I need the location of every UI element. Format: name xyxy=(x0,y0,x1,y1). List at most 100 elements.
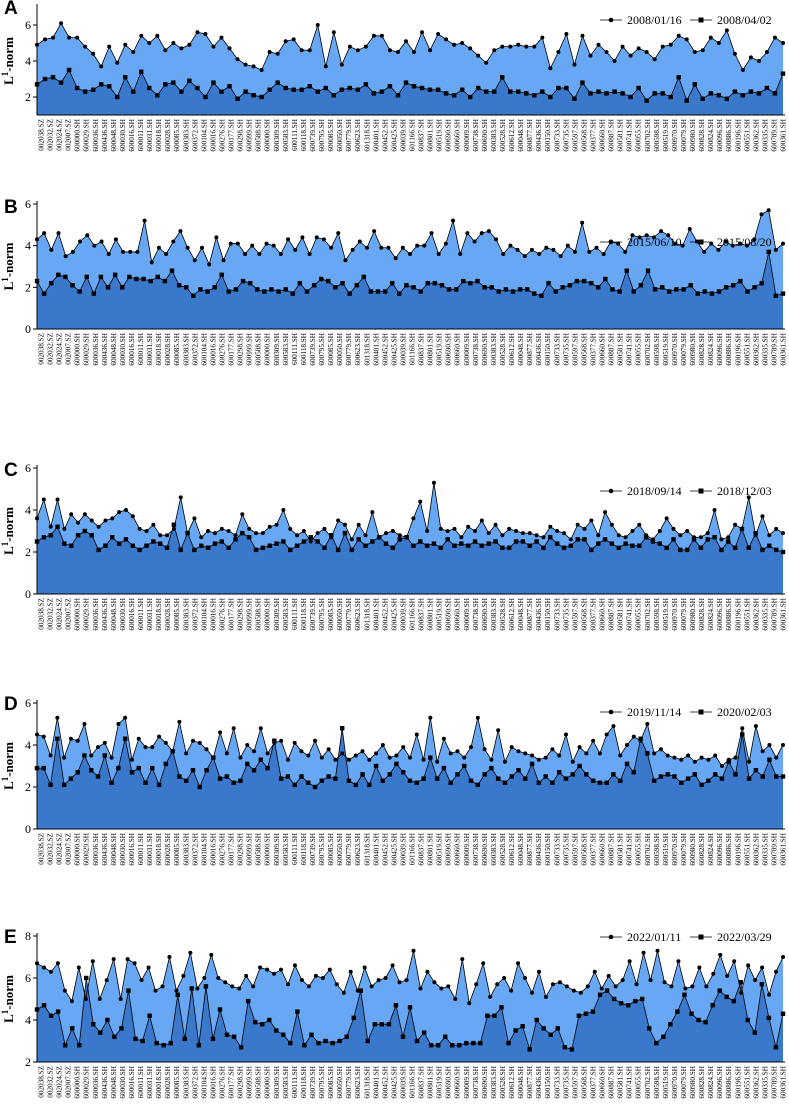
x-tick-label: 002007.SZ xyxy=(65,1066,73,1098)
x-tick-label: 601166.SH xyxy=(409,333,417,365)
data-point xyxy=(265,765,270,771)
data-point xyxy=(354,283,359,288)
data-point xyxy=(492,89,497,94)
data-point xyxy=(488,994,493,999)
data-point xyxy=(630,543,635,548)
x-tick-label: 600436.SH xyxy=(535,598,543,631)
data-point xyxy=(306,984,311,989)
data-point xyxy=(41,965,46,970)
data-point xyxy=(604,91,609,96)
x-tick-label: 600568.SH xyxy=(580,119,588,152)
x-tick-label: 600055.SH xyxy=(635,833,643,866)
data-point xyxy=(781,41,785,45)
data-point xyxy=(219,35,224,40)
data-point xyxy=(55,524,60,529)
data-point xyxy=(380,743,385,747)
data-point xyxy=(502,780,508,785)
data-point xyxy=(120,285,125,290)
data-point xyxy=(500,44,505,49)
x-tick-label: 600877.SH xyxy=(526,333,534,366)
data-point xyxy=(121,249,126,254)
data-point xyxy=(448,780,453,785)
x-tick-label: 600702.SH xyxy=(644,1066,652,1099)
x-tick-label: 600886.SH xyxy=(725,833,733,866)
data-point xyxy=(339,62,344,67)
data-point xyxy=(686,753,691,758)
x-tick-label: 600887.SH xyxy=(608,1066,616,1099)
data-point xyxy=(404,535,409,540)
data-point xyxy=(680,243,685,248)
data-point xyxy=(55,736,60,741)
data-point xyxy=(767,543,772,548)
data-point xyxy=(523,751,528,756)
data-point xyxy=(623,535,628,540)
data-point xyxy=(495,982,500,987)
data-point xyxy=(226,529,231,533)
x-tick-label: 600837.SH xyxy=(418,333,426,366)
data-point xyxy=(371,91,377,96)
data-point xyxy=(227,46,232,51)
data-point xyxy=(75,35,80,40)
data-point xyxy=(658,774,664,779)
data-point xyxy=(724,96,730,102)
data-point xyxy=(574,278,580,284)
x-tick-label: 600118.SH xyxy=(300,1066,308,1098)
data-point xyxy=(278,776,284,781)
x-tick-label: 600824.SH xyxy=(707,119,715,152)
data-point xyxy=(648,978,653,983)
data-point xyxy=(156,245,161,250)
data-point xyxy=(320,976,325,980)
data-point xyxy=(465,231,470,236)
data-point xyxy=(541,545,546,550)
data-point xyxy=(267,1017,272,1023)
data-point xyxy=(588,91,593,96)
x-tick-label: 600739.SH xyxy=(309,833,317,866)
data-point xyxy=(308,539,313,544)
legend-marker-2 xyxy=(698,17,704,23)
data-point xyxy=(66,67,72,73)
x-tick-label: 600050.SH xyxy=(336,333,344,366)
y-tick-label: 2 xyxy=(25,545,31,559)
data-point xyxy=(557,980,562,985)
x-tick-label: 600085.SH xyxy=(173,1066,181,1099)
x-tick-label: 600000.SH xyxy=(74,598,82,631)
data-point xyxy=(760,514,765,519)
data-point xyxy=(623,249,628,254)
data-point xyxy=(283,39,288,44)
data-point xyxy=(459,87,465,93)
data-point xyxy=(291,37,296,42)
data-point xyxy=(627,959,632,964)
data-point xyxy=(585,984,590,989)
data-point xyxy=(190,738,195,743)
x-tick-label: 600436.SH xyxy=(101,833,109,866)
legend-label-1: 2018/09/14 xyxy=(627,484,682,498)
data-point xyxy=(103,518,108,523)
data-point xyxy=(397,291,402,296)
data-point xyxy=(698,545,704,550)
data-point xyxy=(645,751,650,756)
data-point xyxy=(700,96,705,102)
data-point xyxy=(238,778,243,783)
data-point xyxy=(435,759,440,764)
data-point xyxy=(652,751,657,756)
data-point xyxy=(756,91,762,96)
data-point xyxy=(692,759,697,764)
x-tick-label: 600886.SH xyxy=(725,119,733,152)
data-point xyxy=(532,92,537,98)
data-point xyxy=(122,736,128,741)
data-point xyxy=(678,547,683,553)
x-tick-label: 600519.SH xyxy=(662,333,670,366)
x-tick-label: 600000.SH xyxy=(74,833,82,866)
legend-label-1: 2019/11/14 xyxy=(627,705,681,719)
data-point xyxy=(760,749,765,754)
data-point xyxy=(41,734,46,739)
x-tick-label: 600583.SH xyxy=(282,333,290,366)
data-point xyxy=(411,948,416,953)
x-tick-label: 600623.SH xyxy=(354,333,362,366)
data-point xyxy=(536,757,541,762)
x-tick-label: 600111.SH xyxy=(291,1066,299,1098)
x-tick-label: 600739.SH xyxy=(309,333,317,366)
data-point xyxy=(390,529,395,533)
data-point xyxy=(708,91,714,96)
x-tick-label: 600887.SH xyxy=(608,119,616,152)
